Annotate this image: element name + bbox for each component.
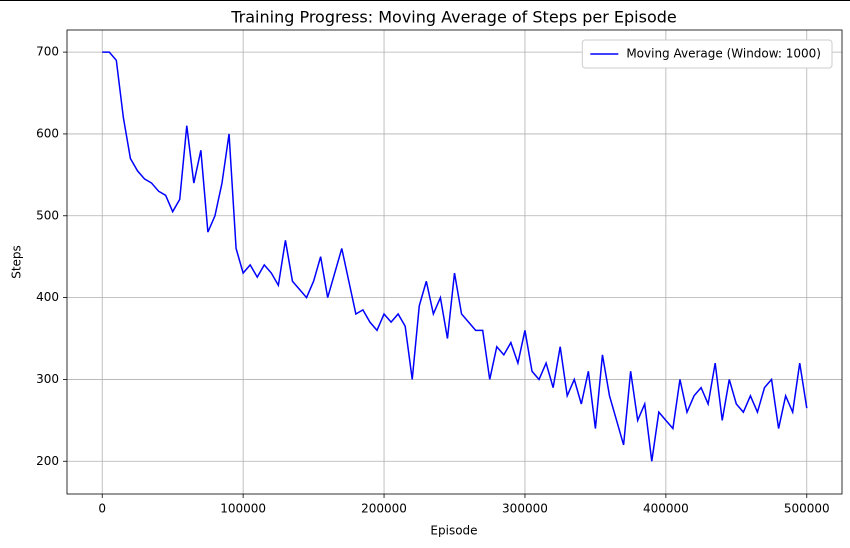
plot-frame bbox=[66, 29, 843, 495]
y-tick-label: 700 bbox=[36, 45, 59, 59]
y-tick-label: 400 bbox=[36, 290, 59, 304]
legend-box bbox=[581, 39, 833, 69]
legend-label: Moving Average (Window: 1000) bbox=[626, 47, 821, 61]
x-tick-label: 500000 bbox=[784, 502, 830, 516]
y-tick-label: 500 bbox=[36, 208, 59, 222]
y-tick-label: 300 bbox=[36, 372, 59, 386]
x-tick-label: 200000 bbox=[361, 502, 407, 516]
x-tick-label: 400000 bbox=[643, 502, 689, 516]
x-axis-label: Episode bbox=[430, 524, 477, 538]
x-tick-label: 100000 bbox=[220, 502, 266, 516]
data-line bbox=[102, 51, 808, 462]
y-tick-label: 600 bbox=[36, 126, 59, 140]
y-axis-label: Steps bbox=[10, 245, 24, 279]
y-tick-label: 200 bbox=[36, 454, 59, 468]
x-tick-label: 0 bbox=[98, 502, 106, 516]
chart-title: Training Progress: Moving Average of Ste… bbox=[230, 8, 677, 27]
x-tick-label: 300000 bbox=[502, 502, 548, 516]
legend: Moving Average (Window: 1000) bbox=[581, 39, 833, 69]
